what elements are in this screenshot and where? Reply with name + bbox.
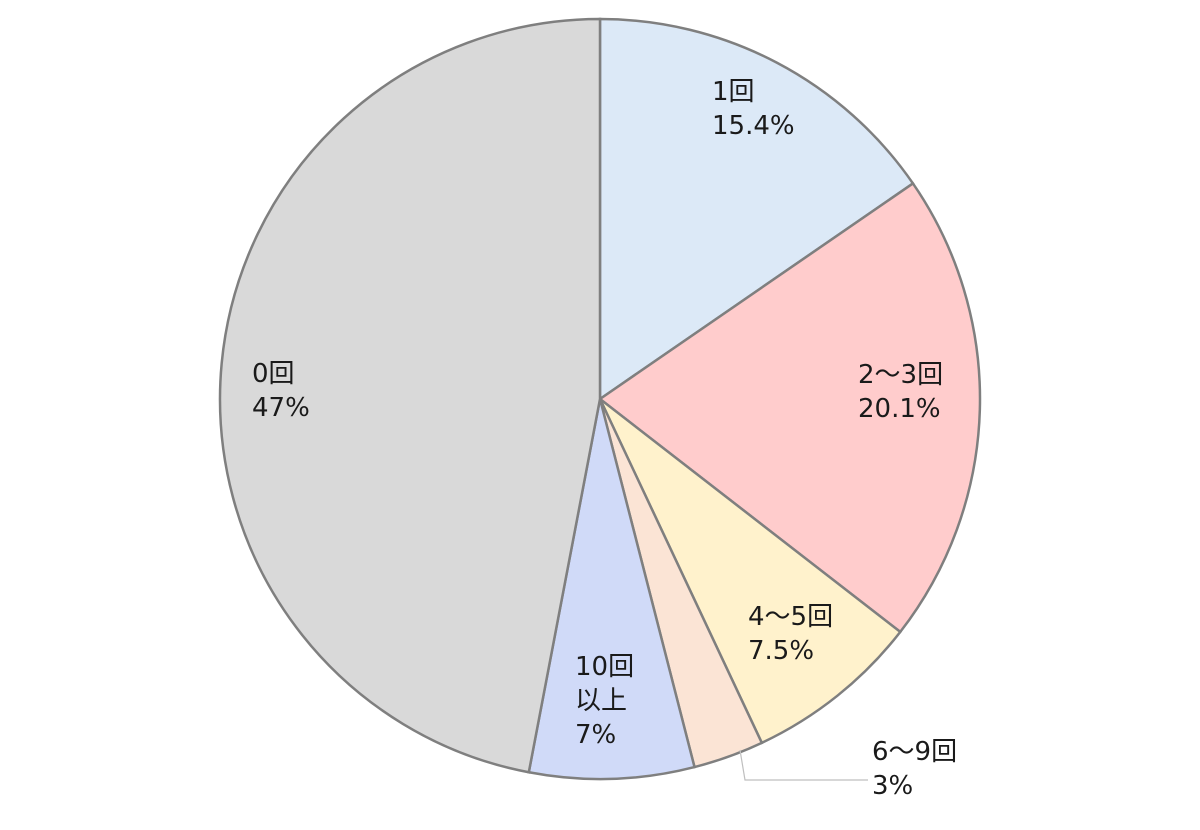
slice-category-label: 0回 <box>252 359 295 389</box>
slice-value-label: 47% <box>252 393 310 423</box>
slice-labels: 1回 15.4%2～3回 20.1%4～5回 7.5%6～9回 3%10回以上 7%0回 4… <box>252 77 957 801</box>
slice-label-2: 2～3回 20.1% <box>858 360 943 424</box>
leader-line-4 <box>739 749 868 781</box>
slice-category-label: 2～3回 <box>858 360 943 390</box>
slice-value-label: 15.4% <box>712 111 795 141</box>
pie-slices <box>218 17 982 781</box>
slice-value-label: 20.1% <box>858 394 941 424</box>
slice-category-label: 10回 <box>575 652 634 682</box>
slice-value-label: 7% <box>575 720 616 750</box>
slice-label-1: 1回 15.4% <box>712 77 795 141</box>
leader-lines <box>739 749 868 781</box>
pie-slice-3 <box>598 398 903 745</box>
slice-label-6: 0回 47% <box>252 359 310 423</box>
slice-value-label: 3% <box>872 771 913 801</box>
slice-category-label: 以上 <box>575 686 627 716</box>
pie-slice-5 <box>527 398 697 781</box>
slice-label-3: 4～5回 7.5% <box>748 602 833 666</box>
slice-category-label: 6～9回 <box>872 737 957 767</box>
pie-slice-6 <box>218 17 602 774</box>
slice-label-4: 6～9回 3% <box>872 737 957 801</box>
slice-category-label: 1回 <box>712 77 755 107</box>
pie-slice-2 <box>597 181 982 634</box>
slice-value-label: 7.5% <box>748 636 814 666</box>
pie-slice-1 <box>598 17 915 402</box>
slice-category-label: 4～5回 <box>748 602 833 632</box>
slice-label-5: 10回以上 7% <box>575 652 634 750</box>
